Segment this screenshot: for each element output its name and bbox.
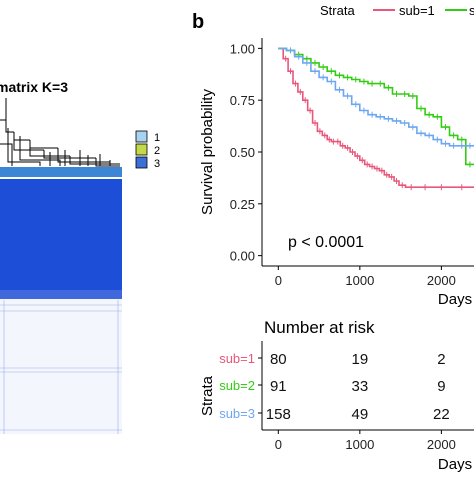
- survival-curves: [278, 47, 474, 191]
- survival-x-tick-label: 0: [275, 273, 282, 288]
- risk-table-cell: 33: [352, 378, 369, 395]
- risk-table-title: Number at risk: [264, 318, 375, 337]
- survival-y-tick-label: 0.75: [230, 93, 255, 108]
- risk-table-y-label: Strata: [199, 375, 216, 416]
- heatmap-lower-region: [0, 299, 122, 434]
- legend-label-1: 1: [154, 132, 160, 144]
- legend-label-2: 2: [154, 145, 160, 157]
- consensus-matrix-panel: matrix K=3: [0, 79, 160, 434]
- risk-table-cell: 2: [437, 351, 445, 368]
- survival-y-label: Survival probability: [199, 89, 216, 215]
- survival-x-tick-label: 2000: [427, 273, 456, 288]
- risk-table-body: sub=1 80 19 2 sub=2 91 33 9 sub=3 158 49 22 0 1000 200…: [219, 341, 474, 452]
- legend-swatch-1: [135, 130, 148, 143]
- risk-x-tick-label: 0: [275, 437, 282, 452]
- risk-table-cell: 9: [437, 378, 445, 395]
- heatmap-streaks: [0, 300, 122, 434]
- legend-swatch-3: [135, 156, 148, 169]
- strata-legend-label-sub2: s: [469, 3, 474, 18]
- survival-y-tick-label: 1.00: [230, 41, 255, 56]
- risk-x-tick-label: 2000: [427, 437, 456, 452]
- survival-x-label: Days: [438, 291, 472, 308]
- strata-legend-label-sub1: sub=1: [399, 3, 435, 18]
- cluster-annotation-bar: [0, 167, 122, 177]
- survival-curve-sub1: [278, 47, 474, 188]
- consensus-legend: 1 2 3: [135, 130, 160, 170]
- risk-table-cell: 80: [270, 351, 287, 368]
- heatmap-block-cluster-3: [0, 179, 122, 299]
- dendrogram: [0, 98, 120, 167]
- risk-row-label: sub=2: [219, 378, 255, 393]
- risk-table-x-label: Days: [438, 456, 472, 473]
- survival-axes: 0.00 0.25 0.50 0.75 1.00 0 1000 2000: [230, 38, 474, 288]
- p-value-annotation: p < 0.0001: [288, 234, 364, 251]
- risk-row-label: sub=3: [219, 406, 255, 421]
- legend-label-3: 3: [154, 158, 160, 170]
- survival-curve-sub3: [278, 47, 474, 147]
- survival-x-tick-label: 1000: [345, 273, 374, 288]
- risk-table-cell: 91: [270, 378, 287, 395]
- survival-curve-sub2-censor-marks: [290, 47, 471, 168]
- survival-y-tick-label: 0.00: [230, 249, 255, 264]
- risk-row-label: sub=1: [219, 351, 255, 366]
- risk-table-cell: 158: [266, 406, 291, 423]
- survival-curve-sub1-censor-marks: [285, 55, 463, 191]
- heatmap-edge-fade: [0, 290, 122, 299]
- survival-y-tick-label: 0.25: [230, 197, 255, 212]
- legend-swatch-2: [135, 143, 148, 156]
- risk-table-cell: 19: [352, 351, 369, 368]
- risk-table-cell: 49: [352, 406, 369, 423]
- risk-x-tick-label: 1000: [345, 437, 374, 452]
- strata-legend-title: Strata: [320, 3, 355, 18]
- survival-plot: Survival probability Days 0.000.250.500.…: [199, 38, 474, 308]
- survival-curve-sub3-censor-marks: [290, 47, 471, 149]
- strata-legend: Strata sub=1 s: [320, 3, 474, 18]
- consensus-title: matrix K=3: [0, 79, 68, 95]
- panel-b-label: b: [192, 11, 204, 33]
- risk-table: Number at risk Strata Days sub=1 80 19 2sub…: [199, 318, 474, 473]
- risk-table-cell: 22: [433, 406, 450, 423]
- survival-y-tick-label: 0.50: [230, 145, 255, 160]
